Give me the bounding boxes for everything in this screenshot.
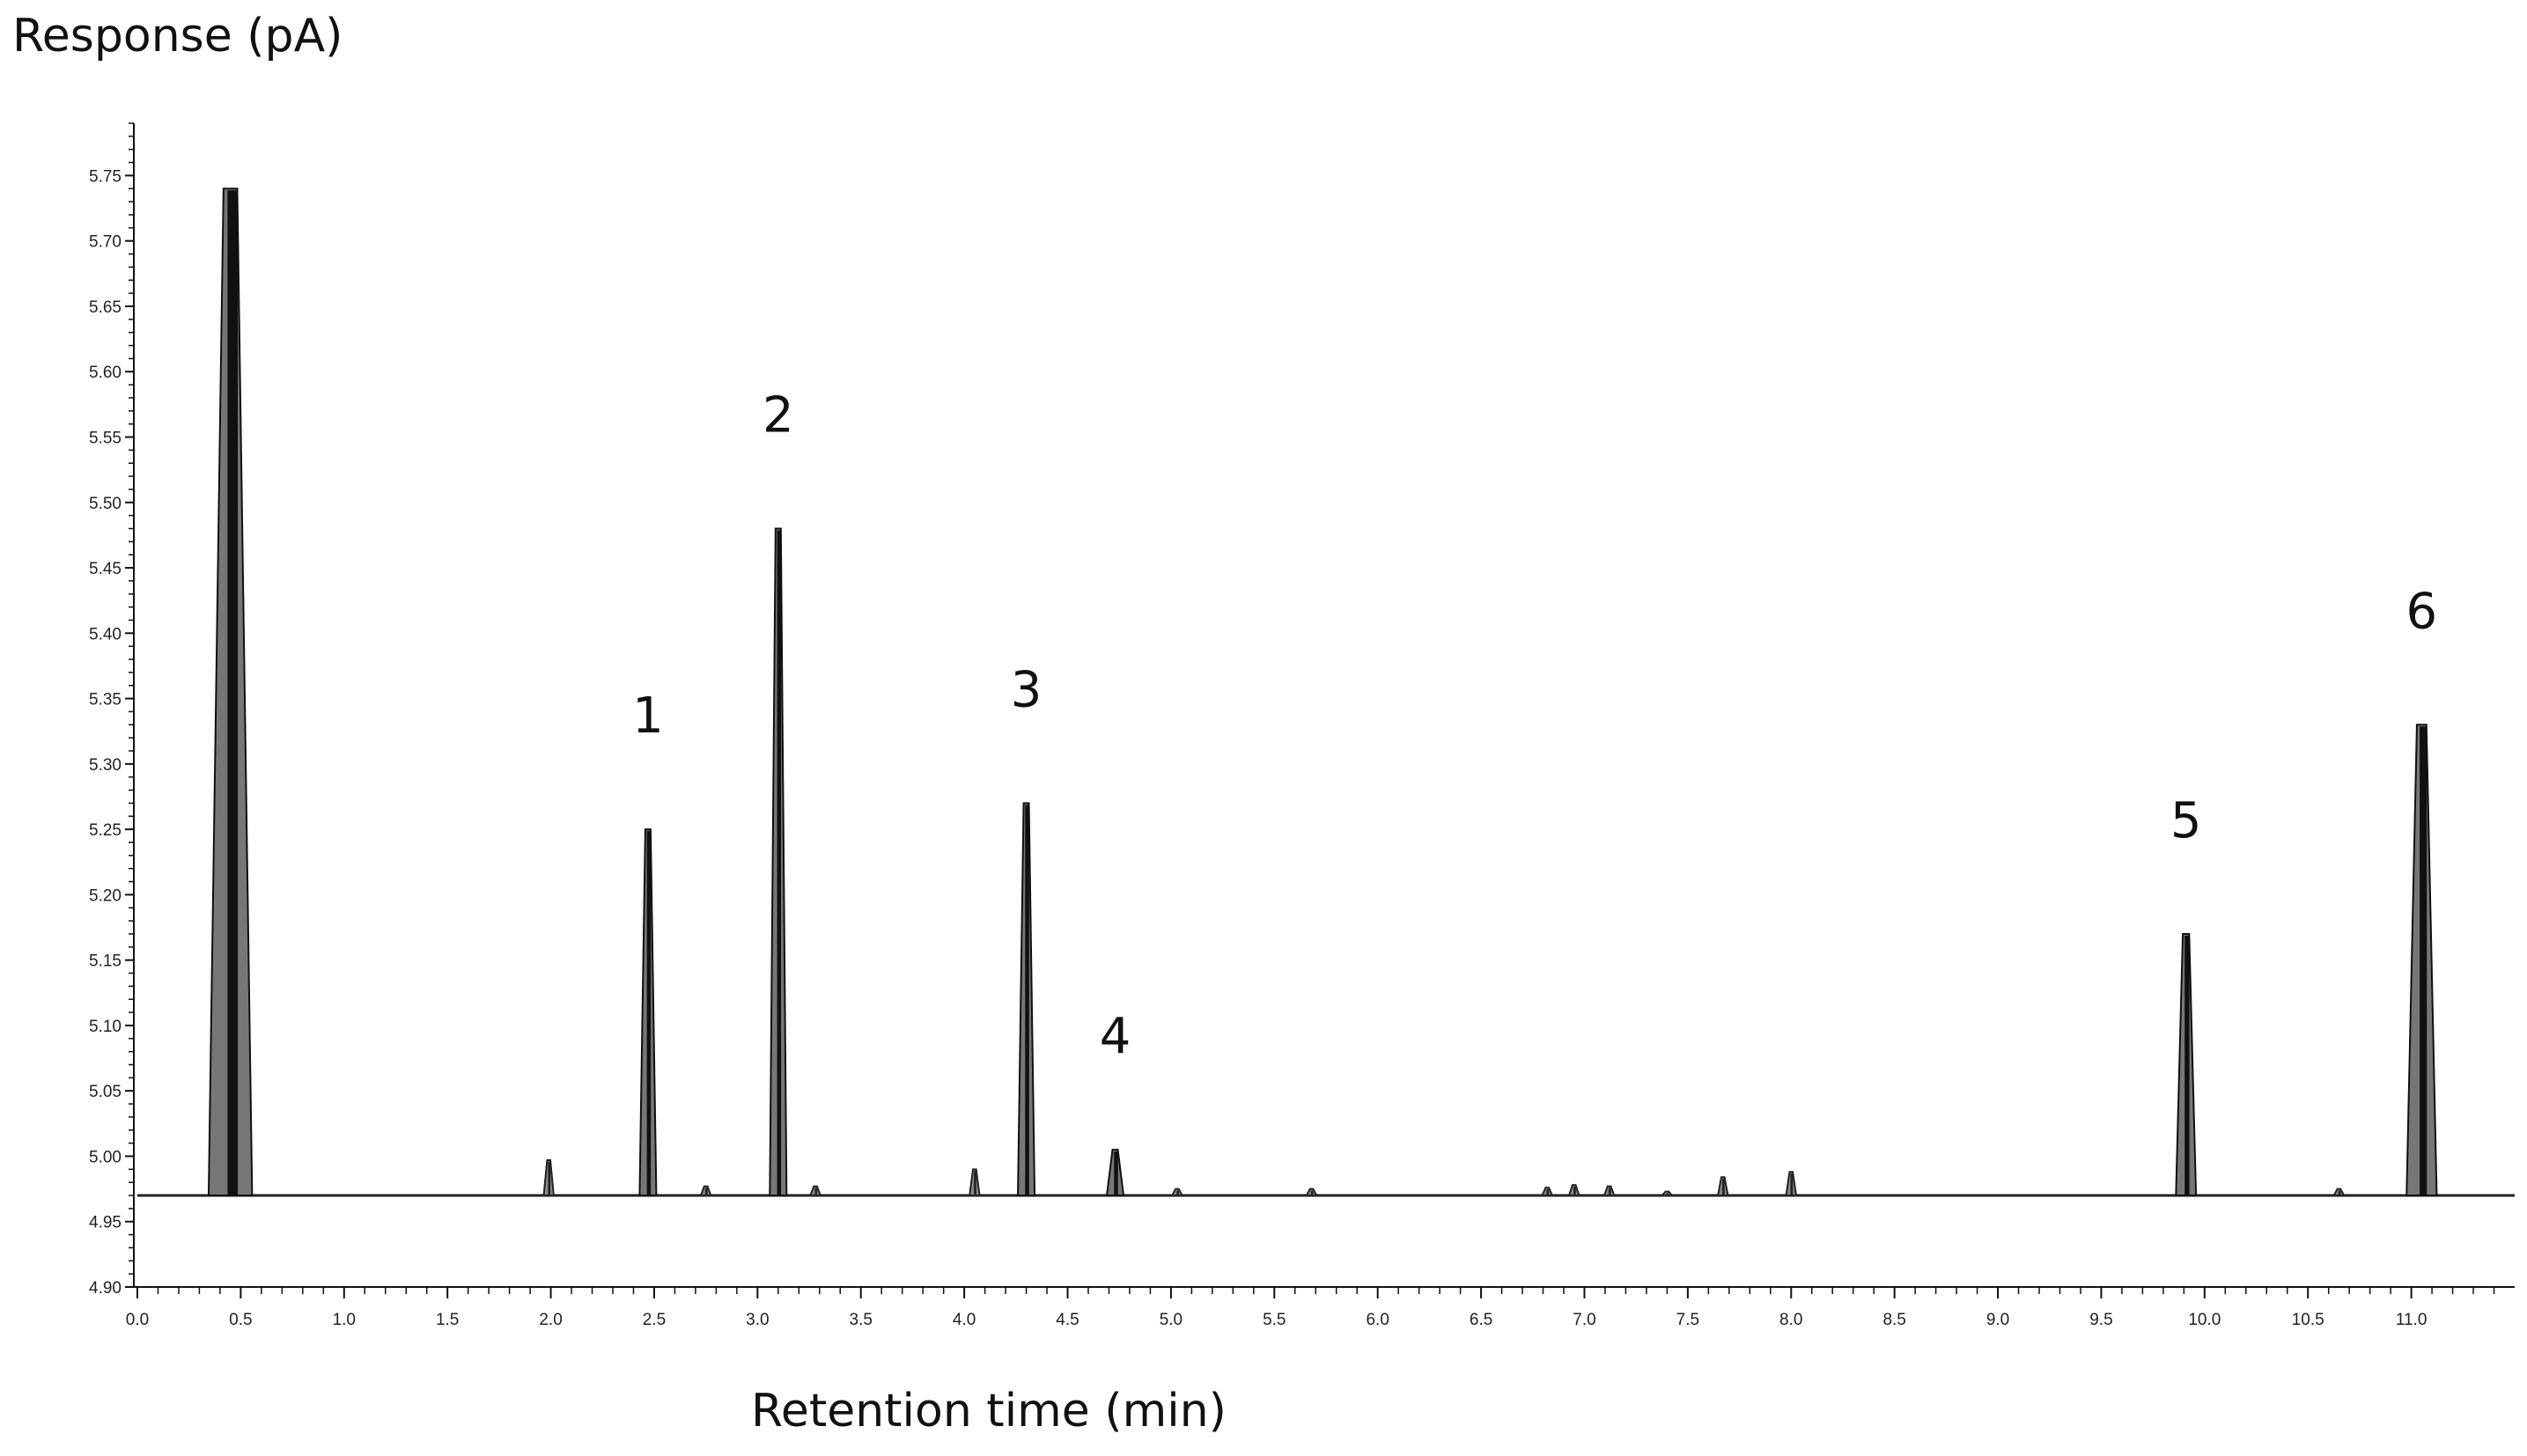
x-axis-title: Retention time (min): [751, 1385, 1227, 1438]
chromatogram-trace: [137, 188, 2515, 1197]
y-tick-label: 5.25: [89, 821, 122, 840]
x-tick-label: 2.5: [643, 1311, 666, 1329]
x-tick-label: 5.0: [1160, 1311, 1182, 1329]
x-axis-ticks: 0.0 0.5 1.0 1.5 2.0 2.5 3.0 3.5 4.0 4.5 5.0 5.5 6.0 6…: [126, 1287, 2495, 1329]
x-tick-label: 4.5: [1056, 1311, 1079, 1329]
x-tick-label: 2.0: [539, 1311, 562, 1329]
x-tick-label: 3.5: [850, 1311, 873, 1329]
x-tick-label: 7.5: [1676, 1311, 1699, 1329]
y-axis-ticks: 4.90 4.95 5.00 5.05 5.10 5.15 5.20 5.25 5.30 5.35…: [89, 122, 134, 1298]
x-tick-label: 9.0: [1986, 1311, 2009, 1329]
y-tick-label: 5.20: [89, 886, 122, 905]
y-tick-label: 5.10: [89, 1018, 122, 1036]
x-tick-label: 11.0: [2396, 1311, 2428, 1329]
y-tick-label: 5.30: [89, 756, 122, 775]
x-tick-label: 6.5: [1470, 1311, 1492, 1329]
peak-labels: 1 2 3 4 5 6: [632, 386, 2437, 1065]
y-tick-label: 5.40: [89, 625, 122, 643]
y-tick-label: 4.95: [89, 1214, 122, 1232]
x-tick-label: 1.0: [333, 1311, 356, 1329]
y-tick-label: 5.15: [89, 952, 122, 971]
y-tick-label: 5.75: [89, 167, 122, 186]
y-tick-label: 5.60: [89, 364, 122, 382]
y-tick-label: 5.65: [89, 298, 122, 317]
y-tick-label: 5.00: [89, 1148, 122, 1166]
y-tick-label: 4.90: [89, 1279, 122, 1298]
x-tick-label: 1.5: [436, 1311, 459, 1329]
x-tick-label: 6.0: [1366, 1311, 1389, 1329]
x-tick-label: 10.5: [2292, 1311, 2324, 1329]
x-tick-label: 0.0: [126, 1311, 149, 1329]
x-tick-label: 10.0: [2188, 1311, 2221, 1329]
x-tick-label: 5.5: [1263, 1311, 1286, 1329]
peak-label-6: 6: [2406, 583, 2438, 640]
y-tick-label: 5.70: [89, 233, 122, 252]
x-tick-label: 4.0: [953, 1311, 976, 1329]
peak-label-2: 2: [763, 386, 794, 444]
x-tick-label: 3.0: [746, 1311, 769, 1329]
x-tick-label: 8.5: [1882, 1311, 1905, 1329]
y-tick-label: 5.55: [89, 429, 122, 447]
y-tick-label: 5.05: [89, 1083, 122, 1101]
x-tick-label: 8.0: [1779, 1311, 1802, 1329]
y-axis-title: Response (pA): [12, 10, 343, 63]
x-tick-label: 9.5: [2089, 1311, 2112, 1329]
peak-label-4: 4: [1100, 1008, 1131, 1065]
y-tick-label: 5.35: [89, 691, 122, 710]
peak-label-1: 1: [632, 688, 664, 745]
x-tick-label: 7.0: [1573, 1311, 1595, 1329]
x-tick-label: 0.5: [229, 1311, 252, 1329]
peak-label-5: 5: [2170, 792, 2202, 849]
peak-label-3: 3: [1011, 661, 1042, 718]
y-tick-label: 5.50: [89, 495, 122, 513]
y-tick-label: 5.45: [89, 560, 122, 578]
